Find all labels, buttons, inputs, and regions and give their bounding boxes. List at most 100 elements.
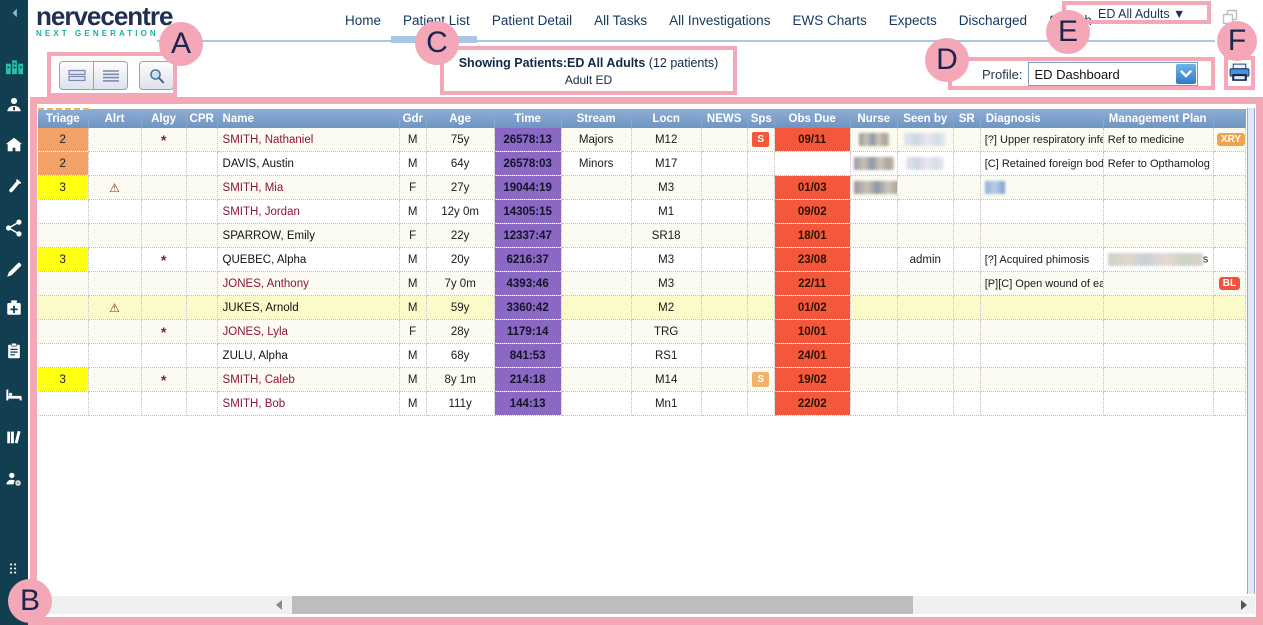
cell-time: 1179:14 [494, 319, 562, 344]
patient-row[interactable]: 2 * SMITH, Nathaniel M 75y 26578:13 Majors M12 S… [38, 128, 1246, 152]
column-header-triage[interactable]: Triage [38, 108, 89, 128]
network-icon[interactable] [5, 219, 24, 238]
cell-gender: M [399, 295, 427, 320]
patient-row[interactable]: JONES, Anthony M 7y 0m 4393:46 M3 22/11 [P][C]… [38, 271, 1246, 296]
ward-library-icon[interactable] [5, 428, 24, 447]
column-header-nurse[interactable]: Nurse [850, 109, 898, 128]
column-header-algy[interactable]: Algy [141, 109, 187, 128]
cell-age: 27y [426, 175, 495, 200]
column-header-age[interactable]: Age [426, 109, 495, 128]
column-header-name[interactable]: Name [217, 109, 400, 128]
cell-flag [1213, 247, 1246, 272]
cell-time: 26578:03 [494, 151, 562, 176]
cell-cpr [186, 199, 218, 224]
cell-location: M14 [631, 367, 702, 392]
chevron-down-icon[interactable] [1176, 64, 1197, 84]
clinician-icon[interactable] [5, 96, 24, 115]
profile-select[interactable]: ED Dashboard [1028, 62, 1199, 86]
search-patients-button[interactable] [139, 61, 174, 90]
column-header-cpr[interactable]: CPR [186, 109, 218, 128]
cell-sr [953, 223, 981, 248]
list-view-button[interactable] [94, 61, 128, 90]
column-header-gdr[interactable]: Gdr [399, 109, 427, 128]
column-header-seen-by[interactable]: Seen by [897, 109, 954, 128]
print-button[interactable] [1228, 62, 1251, 84]
cell-stream [561, 295, 632, 320]
column-header-sps[interactable]: Sps [747, 109, 775, 128]
cell-gender: F [399, 175, 427, 200]
cell-gender: M [399, 367, 427, 392]
patient-row[interactable]: * JONES, Lyla F 28y 1179:14 TRG 10/01 [38, 319, 1246, 344]
cell-stream: Majors [561, 128, 632, 152]
scroll-left-arrow-icon[interactable] [276, 600, 282, 610]
patient-row[interactable]: 2 DAVIS, Austin M 64y 26578:03 Minors M17 [C] R… [38, 151, 1246, 176]
column-header-alrt[interactable]: Alrt [88, 109, 142, 128]
hospital-icon[interactable] [5, 58, 24, 77]
collapse-icon[interactable] [9, 6, 28, 25]
column-header-stream[interactable]: Stream [561, 109, 632, 128]
more-icon[interactable] [7, 562, 26, 581]
column-header-obs-due[interactable]: Obs Due [774, 109, 851, 128]
cell-location: M2 [631, 295, 702, 320]
tab-discharged[interactable]: Discharged [958, 12, 1028, 28]
cell-allergy [141, 271, 187, 296]
cell-management-plan [1103, 223, 1214, 248]
cell-diagnosis [980, 223, 1104, 248]
bed-icon[interactable] [5, 386, 24, 405]
medication-icon[interactable] [5, 299, 24, 318]
scope-selector-dropdown[interactable]: ED All Adults ▼ [1098, 7, 1186, 21]
vertical-scrollbar[interactable] [1247, 108, 1255, 594]
tab-patient-list[interactable]: Patient List [403, 12, 470, 28]
cell-sr [953, 367, 981, 392]
cell-flag: XRY [1213, 128, 1246, 152]
two-row-view-button[interactable] [59, 61, 94, 90]
column-header-news[interactable]: NEWS [701, 109, 748, 128]
tab-ews-charts[interactable]: EWS Charts [792, 12, 867, 28]
cell-flag [1213, 391, 1246, 416]
column-header-sr[interactable]: SR [953, 109, 981, 128]
cell-triage [38, 295, 89, 320]
pen-icon[interactable] [5, 261, 24, 280]
cell-seen-by [897, 199, 954, 224]
horizontal-scrollbar[interactable] [38, 596, 1255, 614]
profile-label: Profile: [982, 66, 1023, 82]
patient-row[interactable]: SPARROW, Emily F 22y 12337:47 SR18 18/01 [38, 223, 1246, 248]
redacted-text [984, 181, 1005, 194]
column-header-time[interactable]: Time [494, 109, 562, 128]
specimen-icon[interactable] [5, 178, 24, 197]
column-header-flags[interactable] [1213, 109, 1246, 128]
patient-row[interactable]: 3 * SMITH, Caleb M 8y 1m 214:18 M14 S 19/02 [38, 367, 1246, 392]
clipboard-icon[interactable] [5, 342, 24, 361]
cell-sps [747, 343, 775, 368]
open-new-window-icon[interactable] [1222, 9, 1238, 25]
patient-row[interactable]: 3 ⚠ SMITH, Mia F 27y 19044:19 M3 01/03 [38, 175, 1246, 200]
cell-name: SMITH, Mia [217, 175, 400, 200]
column-header-locn[interactable]: Locn [631, 109, 702, 128]
tab-home[interactable]: Home [345, 12, 382, 28]
patient-row[interactable]: SMITH, Bob M 111y 144:13 Mn1 22/02 [38, 391, 1246, 416]
tab-expects[interactable]: Expects [888, 12, 937, 28]
patient-row[interactable]: ⚠ JUKES, Arnold M 59y 3360:42 M2 01/02 [38, 295, 1246, 320]
community-visit-icon[interactable] [5, 136, 24, 155]
scroll-right-arrow-icon[interactable] [1241, 600, 1247, 610]
cell-time: 214:18 [494, 367, 562, 392]
user-settings-icon[interactable] [5, 470, 24, 489]
cell-alert [88, 128, 142, 152]
cell-diagnosis: [P][C] Open wound of ea [980, 271, 1104, 296]
column-header-management-plan[interactable]: Management Plan [1103, 109, 1214, 128]
column-header-diagnosis[interactable]: Diagnosis [980, 109, 1104, 128]
cell-seen-by [897, 391, 954, 416]
app-logo: nervecentre NEXT GENERATION E [36, 3, 173, 38]
patient-row[interactable]: SMITH, Jordan M 12y 0m 14305:15 M1 09/02 [38, 199, 1246, 224]
tab-search[interactable]: Search [1049, 12, 1092, 28]
horizontal-scrollbar-thumb[interactable] [292, 596, 913, 614]
summary-count: (12 patients) [645, 56, 719, 70]
patient-row[interactable]: ZULU, Alpha M 68y 841:53 RS1 24/01 [38, 343, 1246, 368]
cell-news [701, 367, 748, 392]
cell-sr [953, 199, 981, 224]
tab-patient-detail[interactable]: Patient Detail [491, 12, 573, 28]
patient-row[interactable]: 3 * QUEBEC, Alpha M 20y 6216:37 M3 23/08 admin [?… [38, 247, 1246, 272]
tab-all-tasks[interactable]: All Tasks [594, 12, 648, 28]
tab-all-investigations[interactable]: All Investigations [669, 12, 771, 28]
cell-location: M17 [631, 151, 702, 176]
